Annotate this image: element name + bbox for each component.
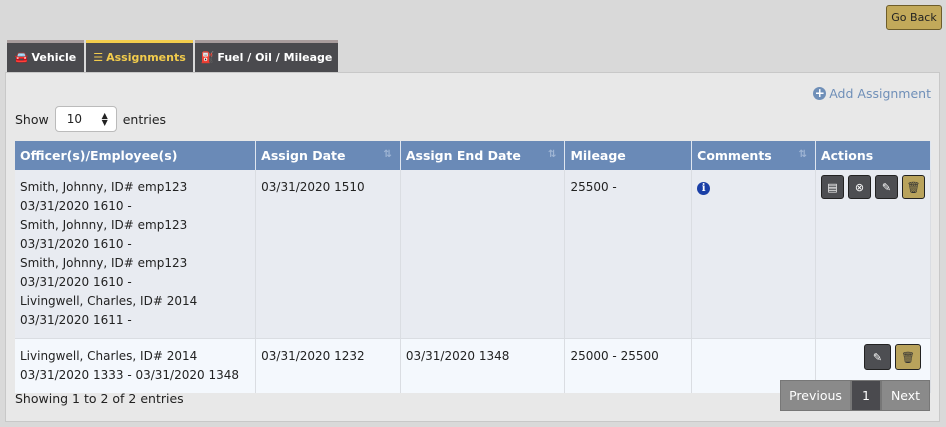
page-1-button[interactable]: 1 [851,380,881,411]
mileage-cell: 25500 - [564,170,693,339]
page-length-control: Show 10 ▲ ▼ entries [15,106,166,132]
col-label: Assign Date [261,148,346,163]
tab-label: Vehicle [31,51,77,64]
delete-button[interactable]: 🗑 [895,344,921,370]
trash-icon: 🗑 [906,180,921,194]
officers-cell: Livingwell, Charles, ID# 2014 03/31/2020… [15,338,257,393]
end-date-cell: 03/31/2020 1348 [400,338,566,393]
end-assignment-button[interactable]: ⊗ [847,175,871,199]
table-info: Showing 1 to 2 of 2 entries [15,391,184,406]
officer-line: Livingwell, Charles, ID# 2014 [20,349,198,363]
officer-line: Smith, Johnny, ID# emp123 [20,256,188,270]
officer-line: 03/31/2020 1610 - [20,275,132,289]
car-icon: 🚘 [14,51,29,64]
tab-label: Fuel / Oil / Mileage [217,51,333,64]
edit-button[interactable]: ✎ [864,344,891,370]
officer-line: 03/31/2020 1610 - [20,237,132,251]
officer-line: Livingwell, Charles, ID# 2014 [20,294,198,308]
col-mileage[interactable]: Mileage [564,141,693,170]
previous-button[interactable]: Previous [780,380,851,411]
updown-icon: ▲ ▼ [101,111,108,127]
assign-date-cell: 03/31/2020 1510 [255,170,401,339]
table-row: Smith, Johnny, ID# emp123 03/31/2020 161… [15,170,932,339]
col-comments[interactable]: Comments ⇅ [691,141,816,170]
tab-vehicle[interactable]: 🚘 Vehicle [7,40,84,72]
add-assignment-link[interactable]: + Add Assignment [813,86,931,101]
tab-fuel-oil-mileage[interactable]: ⛽ Fuel / Oil / Mileage [195,40,338,72]
entries-select[interactable]: 10 ▲ ▼ [54,106,117,132]
col-label: Assign End Date [405,148,521,163]
list-icon: ☰ [93,51,104,64]
comments-cell: i [691,170,816,339]
sort-icon: ⇅ [798,149,807,160]
end-date-cell [400,170,566,339]
entries-value: 10 [66,112,83,126]
close-circle-icon: ⊗ [854,180,865,194]
actions-cell: ▤ ⊗ ✎ 🗑 [815,170,932,339]
mileage-cell: 25000 - 25500 [564,338,693,393]
info-icon[interactable]: i [697,182,711,195]
officer-line: Smith, Johnny, ID# emp123 [20,218,188,232]
col-assign-date[interactable]: Assign Date ⇅ [255,141,401,170]
sort-icon: ⇅ [548,149,557,160]
tab-bar: 🚘 Vehicle ☰ Assignments ⛽ Fuel / Oil / Mile… [7,40,338,72]
edit-icon: ✎ [881,180,892,194]
col-actions: Actions [815,141,932,170]
officer-line: 03/31/2020 1611 - [20,313,132,327]
plus-circle-icon: + [813,86,827,100]
assign-date-cell: 03/31/2020 1232 [255,338,401,393]
tab-assignments[interactable]: ☰ Assignments [86,40,193,72]
officer-line: 03/31/2020 1333 - 03/31/2020 1348 [20,368,239,382]
edit-icon: ✎ [872,350,883,364]
officer-line: Smith, Johnny, ID# emp123 [20,180,188,194]
col-label: Comments [697,148,772,163]
officers-cell: Smith, Johnny, ID# emp123 03/31/2020 161… [15,170,257,339]
tab-label: Assignments [106,51,186,64]
oil-can-icon: ⛽ [200,51,215,64]
edit-button[interactable]: ✎ [874,175,898,199]
document-icon: ▤ [827,180,838,194]
trash-icon: 🗑 [901,350,915,364]
view-document-button[interactable]: ▤ [820,175,844,199]
delete-button[interactable]: 🗑 [901,175,925,199]
pagination: Previous 1 Next [780,380,930,411]
go-back-button[interactable]: Go Back [886,5,942,30]
add-assignment-label: Add Assignment [829,86,931,101]
entries-label: entries [122,111,167,127]
sort-icon: ⇅ [383,149,392,160]
col-assign-end-date[interactable]: Assign End Date ⇅ [400,141,566,170]
assignments-panel: + Add Assignment Show 10 ▲ ▼ entries Office… [5,72,940,422]
assignments-table: Officer(s)/Employee(s) Assign Date ⇅ Assi… [15,141,932,393]
officer-line: 03/31/2020 1610 - [20,199,132,213]
show-label: Show [15,111,49,127]
col-officers[interactable]: Officer(s)/Employee(s) [15,141,257,170]
next-button[interactable]: Next [881,380,930,411]
